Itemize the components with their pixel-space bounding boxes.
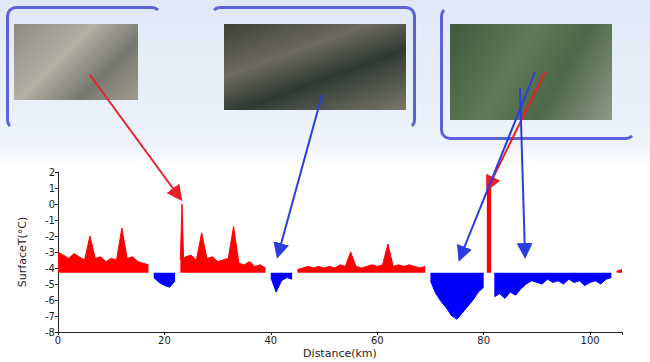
svg-text:20: 20	[158, 335, 171, 346]
svg-text:0: 0	[55, 335, 61, 346]
svg-text:-7: -7	[45, 311, 55, 322]
svg-text:-2: -2	[45, 231, 55, 242]
svg-text:SurfaceT(°C): SurfaceT(°C)	[16, 217, 29, 287]
svg-text:-6: -6	[45, 295, 55, 306]
svg-text:-1: -1	[45, 215, 55, 226]
svg-text:0: 0	[49, 199, 55, 210]
svg-text:-4: -4	[45, 263, 55, 274]
svg-text:100: 100	[581, 335, 600, 346]
svg-text:60: 60	[371, 335, 384, 346]
svg-text:40: 40	[264, 335, 277, 346]
svg-text:-8: -8	[45, 327, 55, 338]
svg-text:Distance(km): Distance(km)	[303, 347, 377, 360]
svg-text:-5: -5	[45, 279, 55, 290]
svg-text:2: 2	[49, 167, 55, 178]
svg-text:-3: -3	[45, 247, 55, 258]
svg-text:80: 80	[477, 335, 490, 346]
svg-text:1: 1	[49, 183, 55, 194]
